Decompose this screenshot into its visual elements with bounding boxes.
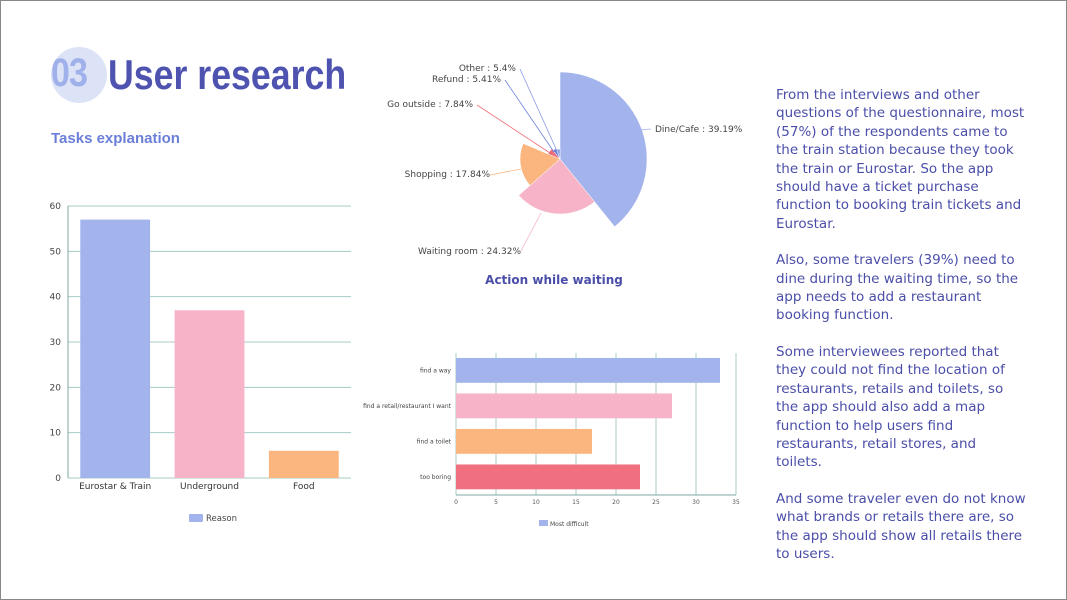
y-tick-label: 0 [55,474,61,484]
x-tick-label: 15 [572,499,580,506]
legend-label: Most difficult [550,521,589,528]
leader-line [489,168,522,176]
bar-too-boring [456,464,640,490]
slice-label: Waiting room : 24.32% [418,247,521,257]
paragraph: Some interviewees reported that they cou… [776,343,1005,471]
bar-eurostar-train [80,219,151,478]
legend-swatch [539,520,548,526]
x-tick-label: 20 [612,499,620,506]
slice-label: Other : 5.4% [459,64,517,74]
y-tick-label: 40 [50,293,62,303]
y-tick-label: 50 [50,247,62,257]
x-tick-label: 0 [454,499,458,506]
slice-label: Dine/Cafe : 39.19% [655,125,743,135]
leader-line [623,128,652,132]
number-badge [51,47,107,103]
bar-food [268,450,339,478]
legend-swatch [189,514,203,522]
y-tick-label: 20 [50,383,62,393]
y-tick-label: 10 [50,429,62,439]
chart-title: Action while waiting [485,273,623,287]
bar-underground [174,310,245,478]
x-tick-label: 30 [692,499,700,506]
paragraph: Also, some travelers (39%) need to dine … [776,252,1019,324]
section-subtitle: Tasks explanation [51,130,180,147]
x-tick-label: 35 [732,499,740,506]
leader-line [520,212,542,252]
y-tick-label: find a toilet [417,438,452,445]
legend-label: Reason [206,514,237,524]
y-tick-label: too boring [420,474,451,481]
research-text: From the interviews and other questions … [776,86,1026,581]
x-tick-label: 25 [652,499,660,506]
leader-line [476,104,551,154]
y-tick-label: find a retail/restaurant I want [363,403,452,410]
bar-find-a-way [456,357,720,383]
x-tick-label: 5 [494,499,498,506]
page-title: User research [108,51,347,98]
y-tick-label: find a way [420,367,451,374]
slice-label: Shopping : 17.84% [405,170,491,180]
paragraph: From the interviews and other questions … [776,87,1025,232]
x-tick-label: Underground [180,482,239,492]
bar-find-a-retail-restaurant-i-want [456,393,672,419]
pie-slice [519,143,561,186]
slice-label: Go outside : 7.84% [387,100,473,110]
section-number: 03 [51,51,88,95]
pie-slice [518,158,595,215]
bar-find-a-toilet [456,428,592,454]
x-tick-label: Food [293,482,315,492]
slice-label: Refund : 5.41% [432,75,501,85]
leader-line [504,79,555,153]
leader-line [519,68,558,152]
paragraph: And some traveler even do not know what … [776,490,1026,562]
y-tick-label: 60 [50,202,62,212]
x-tick-label: 10 [532,499,540,506]
x-tick-label: Eurostar & Train [79,482,151,492]
y-tick-label: 30 [50,338,62,348]
